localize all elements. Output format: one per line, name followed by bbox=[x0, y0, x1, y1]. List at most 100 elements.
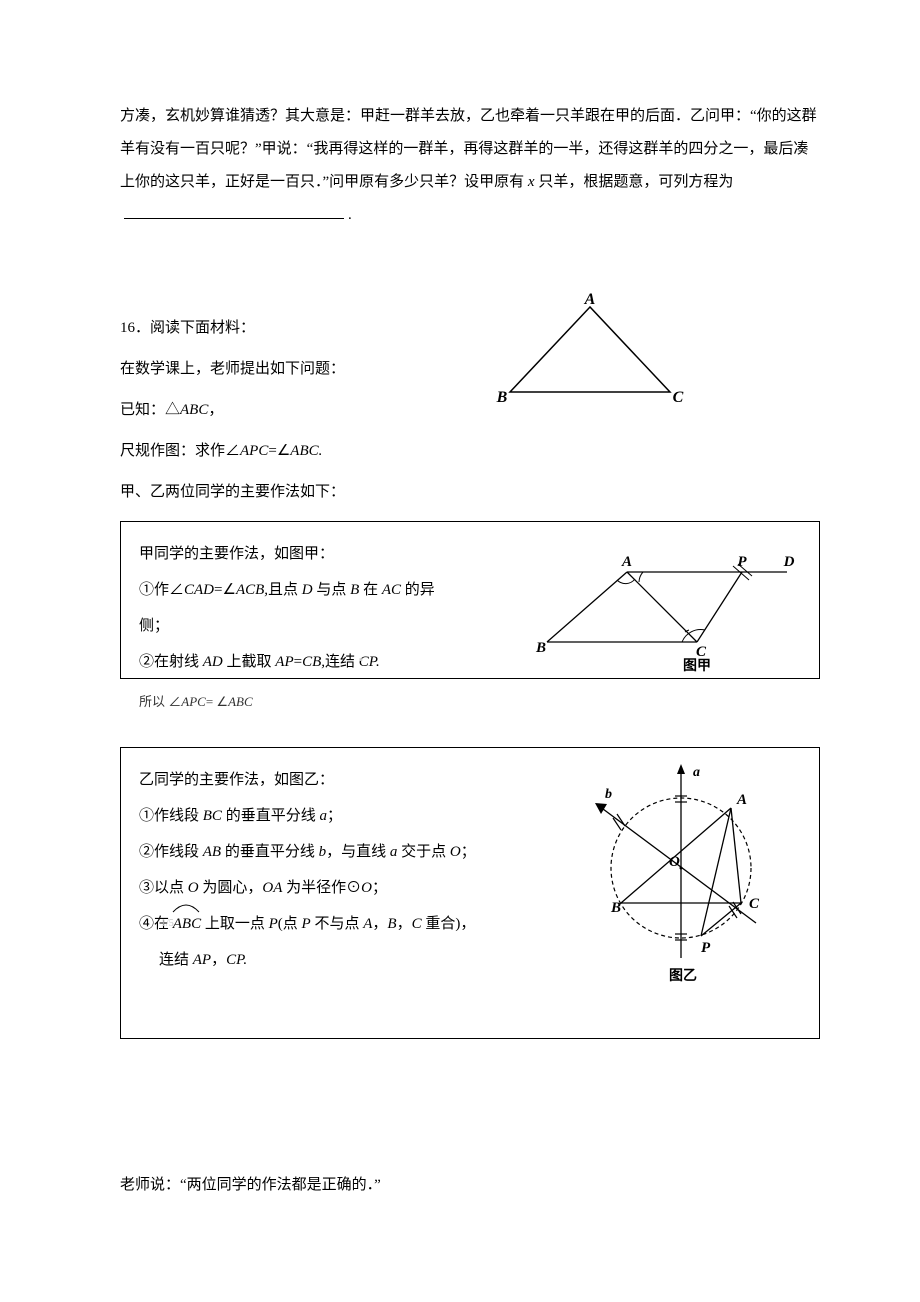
t: 上取一点 bbox=[201, 916, 269, 932]
box1-step1: ①作∠CAD=∠ACB,且点 D 与点 B 在 AC 的异侧； bbox=[139, 572, 459, 644]
t: = bbox=[294, 654, 302, 670]
lbl-D: D bbox=[783, 554, 795, 570]
t: 的垂直平分线 bbox=[222, 808, 320, 824]
box2-title: 乙同学的主要作法，如图乙： bbox=[139, 762, 499, 798]
box1-cutoff: 所以 ∠APC= ∠ABC bbox=[139, 686, 459, 717]
t: =∠ bbox=[268, 443, 290, 459]
t: OA bbox=[262, 880, 282, 896]
t: 尺规作图：求作∠ bbox=[120, 443, 240, 459]
t: 连结 bbox=[159, 952, 193, 968]
t: 不与点 bbox=[311, 916, 364, 932]
t: C bbox=[412, 916, 422, 932]
t: CP. bbox=[226, 952, 247, 968]
blank-underline bbox=[124, 218, 344, 219]
box1-title: 甲同学的主要作法，如图甲： bbox=[139, 536, 459, 572]
lbl-B2: B bbox=[610, 900, 621, 916]
fig-label-jia: 图甲 bbox=[683, 658, 711, 672]
label-C: C bbox=[673, 389, 684, 406]
t: B bbox=[387, 916, 396, 932]
t: B bbox=[350, 582, 359, 598]
teacher-comment: 老师说：“两位同学的作法都是正确的．” bbox=[120, 1169, 820, 1202]
t: ①作∠ bbox=[139, 582, 184, 598]
t: ， bbox=[397, 916, 412, 932]
t: ABC bbox=[228, 694, 253, 709]
t: 在 bbox=[359, 582, 382, 598]
label-B: B bbox=[496, 389, 508, 406]
t: ， bbox=[211, 952, 226, 968]
lbl-A: A bbox=[621, 554, 632, 570]
lbl-O: O bbox=[669, 854, 680, 870]
box-student-a: 甲同学的主要作法，如图甲： ①作∠CAD=∠ACB,且点 D 与点 B 在 AC… bbox=[120, 521, 820, 679]
t: AD bbox=[203, 654, 223, 670]
t: APC bbox=[240, 443, 268, 459]
lbl-a: a bbox=[693, 765, 700, 780]
t: D bbox=[302, 582, 313, 598]
t: ③以点 bbox=[139, 880, 188, 896]
t: ②在射线 bbox=[139, 654, 203, 670]
t: AP bbox=[193, 952, 211, 968]
t: ABC. bbox=[290, 443, 322, 459]
t: b bbox=[319, 844, 327, 860]
box2-step1: ①作线段 BC 的垂直平分线 a； bbox=[139, 798, 499, 834]
lbl-C: C bbox=[696, 644, 707, 660]
t: O bbox=[450, 844, 461, 860]
t: APC bbox=[181, 694, 206, 709]
t: =∠ bbox=[214, 582, 236, 598]
figure-jia: A B C P D 图甲 bbox=[527, 542, 807, 672]
figure-yi: O A B C P a b 图乙 bbox=[561, 758, 801, 998]
t: 的垂直平分线 bbox=[221, 844, 319, 860]
box2-step2: ②作线段 AB 的垂直平分线 b，与直线 a 交于点 O； bbox=[139, 834, 499, 870]
t: = ∠ bbox=[206, 694, 228, 709]
t: AC bbox=[382, 582, 401, 598]
t: 与点 bbox=[313, 582, 351, 598]
t: ； bbox=[327, 808, 342, 824]
t: CP. bbox=[359, 654, 380, 670]
box2-step5: 连结 AP，CP. bbox=[139, 942, 499, 978]
q16-num: 16．阅读下面材料： bbox=[120, 312, 500, 345]
question-16: 16．阅读下面材料： 在数学课上，老师提出如下问题： 已知：△ABC， 尺规作图… bbox=[120, 312, 820, 1202]
t: ①作线段 bbox=[139, 808, 203, 824]
q16-line5: 甲、乙两位同学的主要作法如下： bbox=[120, 476, 500, 509]
t: ACB, bbox=[236, 582, 268, 598]
t: ， bbox=[372, 916, 387, 932]
q16-line4: 尺规作图：求作∠APC=∠ABC. bbox=[120, 435, 500, 468]
lbl-b: b bbox=[605, 787, 612, 802]
t: ④在 bbox=[139, 916, 173, 932]
t: 为圆心， bbox=[199, 880, 263, 896]
t: a bbox=[319, 808, 327, 824]
t: P bbox=[302, 916, 311, 932]
t: AB bbox=[203, 844, 221, 860]
intro-text-3: . bbox=[348, 207, 352, 223]
lbl-P: P bbox=[737, 554, 747, 570]
t: BC bbox=[203, 808, 222, 824]
t: P bbox=[269, 916, 278, 932]
lbl-A2: A bbox=[736, 792, 747, 808]
box2-step3: ③以点 O 为圆心，OA 为半径作⊙O； bbox=[139, 870, 499, 906]
lbl-C2: C bbox=[749, 896, 760, 912]
t: 连结 bbox=[325, 654, 359, 670]
t: 所以 ∠ bbox=[139, 694, 181, 709]
fig-label-yi: 图乙 bbox=[669, 968, 697, 984]
t: 上截取 bbox=[223, 654, 276, 670]
t: O bbox=[361, 880, 372, 896]
t: 已知：△ bbox=[120, 402, 180, 418]
label-A: A bbox=[584, 292, 596, 308]
box1-step2: ②在射线 AD 上截取 AP=CB,连结 CP. bbox=[139, 644, 459, 680]
intro-text-2: 只羊，根据题意，可列方程为 bbox=[535, 174, 734, 190]
q16-line3: 已知：△ABC， bbox=[120, 394, 500, 427]
t: ； bbox=[461, 844, 476, 860]
t: ； bbox=[372, 880, 387, 896]
t: 重合)， bbox=[422, 916, 476, 932]
t: ，与直线 bbox=[326, 844, 390, 860]
box2-step4: ④在 ABC 上取一点 P(点 P 不与点 A，B，C 重合)， 1/5 bbox=[139, 906, 499, 942]
arc-text: ABC bbox=[173, 916, 201, 932]
lbl-B: B bbox=[535, 640, 546, 656]
t: CAD bbox=[184, 582, 214, 598]
t: CB, bbox=[302, 654, 325, 670]
t: AP bbox=[275, 654, 293, 670]
t: O bbox=[188, 880, 199, 896]
intro-paragraph: 方凑，玄机妙算谁猜透？其大意是：甲赶一群羊去放，乙也牵着一只羊跟在甲的后面．乙问… bbox=[120, 100, 820, 232]
t: 交于点 bbox=[397, 844, 450, 860]
t: ， bbox=[208, 402, 223, 418]
t: ②作线段 bbox=[139, 844, 203, 860]
